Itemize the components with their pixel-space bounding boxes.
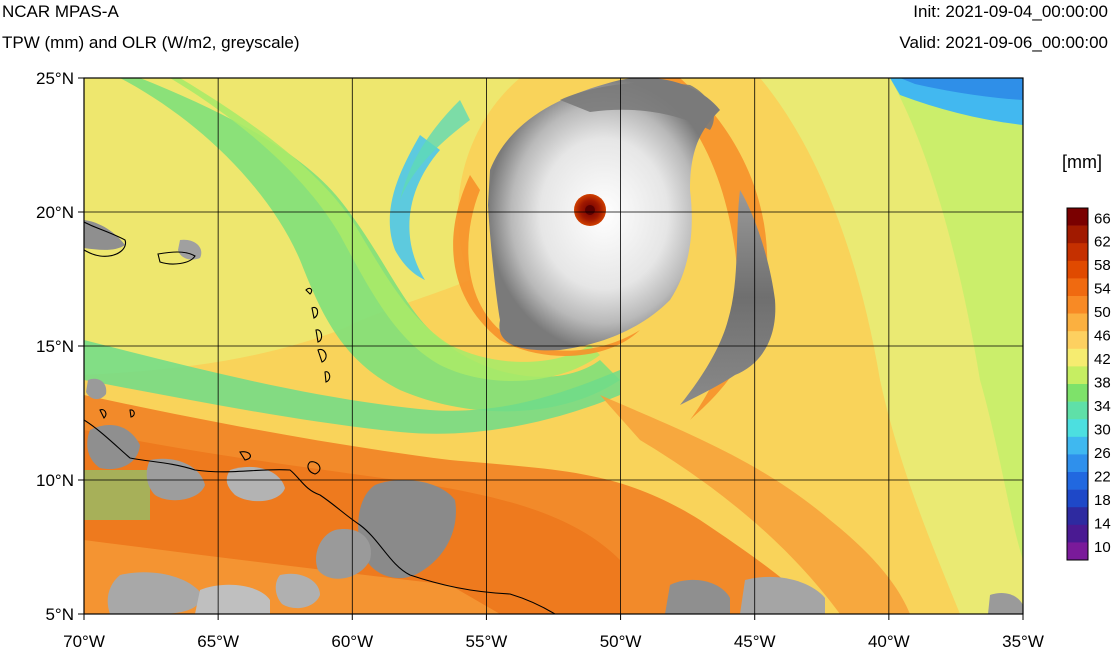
colorbar-label: 26: [1094, 445, 1111, 462]
colorbar-label: 18: [1094, 492, 1111, 509]
figure-title: NCAR MPAS-A: [2, 2, 119, 21]
colorbar-swatch: [1067, 454, 1088, 473]
y-tick-label: 20°N: [36, 203, 74, 222]
x-tick-label: 35°W: [1002, 632, 1044, 651]
outer-rainband: [680, 190, 776, 405]
colorbar-label: 58: [1094, 257, 1111, 274]
colorbar-label: 50: [1094, 304, 1111, 321]
colorbar-swatch: [1067, 313, 1088, 332]
colorbar-swatch: [1067, 384, 1088, 402]
colorbar-swatch: [1067, 243, 1088, 262]
colorbar-label: 22: [1094, 468, 1111, 485]
y-tick-label: 5°N: [45, 605, 74, 624]
colorbar-swatch: [1067, 331, 1088, 350]
colorbar-swatch: [1067, 348, 1088, 367]
colorbar-label: 14: [1094, 515, 1111, 532]
colorbar-label: 66: [1094, 210, 1111, 227]
colorbar-label: 62: [1094, 234, 1111, 251]
colorbar-swatch: [1067, 436, 1088, 455]
colorbar-swatch: [1067, 278, 1088, 297]
colorbar-swatch: [1067, 507, 1088, 526]
colorbar-swatch: [1067, 208, 1088, 226]
coastlines: [84, 221, 556, 614]
x-tick-label: 60°W: [331, 632, 373, 651]
colorbar-swatch: [1067, 401, 1088, 420]
colorbar-frame: [1066, 207, 1089, 561]
x-tick-label: 55°W: [466, 632, 508, 651]
x-tick-label: 50°W: [600, 632, 642, 651]
y-tick-label: 25°N: [36, 69, 74, 88]
colorbar-swatch: [1067, 472, 1088, 490]
colorbar-swatch: [1067, 296, 1088, 314]
colorbar: 66 62 58 54 50 46 42 38 34 30 26 22 18 14 10: [1066, 207, 1111, 561]
colorbar-swatch: [1067, 225, 1088, 244]
x-tick-label: 70°W: [63, 632, 105, 651]
colorbar-swatch: [1067, 366, 1088, 385]
y-tick-label: 10°N: [36, 471, 74, 490]
colorbar-label: 42: [1094, 351, 1111, 368]
x-tick-label: 45°W: [734, 632, 776, 651]
x-axis-ticks: 70°W 65°W 60°W 55°W 50°W 45°W 40°W 35°W: [63, 614, 1044, 651]
y-axis-ticks: 25°N 20°N 15°N 10°N 5°N: [36, 69, 84, 624]
colorbar-swatch: [1067, 419, 1088, 438]
colorbar-label: 34: [1094, 398, 1111, 415]
colorbar-swatch: [1067, 542, 1088, 561]
colorbar-label: 38: [1094, 375, 1111, 392]
valid-time: Valid: 2021-09-06_00:00:00: [899, 33, 1108, 52]
x-tick-label: 65°W: [197, 632, 239, 651]
y-tick-label: 15°N: [36, 337, 74, 356]
colorbar-swatch: [1067, 489, 1088, 508]
colorbar-swatch: [1067, 260, 1088, 279]
init-time: Init: 2021-09-04_00:00:00: [913, 2, 1108, 21]
x-tick-label: 40°W: [868, 632, 910, 651]
colorbar-label: 10: [1094, 539, 1111, 556]
graticule: [84, 78, 1023, 614]
colorbar-swatch: [1067, 524, 1088, 543]
colorbar-label: 54: [1094, 281, 1111, 298]
colorbar-label: 46: [1094, 328, 1111, 345]
colorbar-units: [mm]: [1062, 152, 1102, 172]
colorbar-label: 30: [1094, 421, 1111, 438]
figure-subtitle: TPW (mm) and OLR (W/m2, greyscale): [2, 33, 300, 52]
